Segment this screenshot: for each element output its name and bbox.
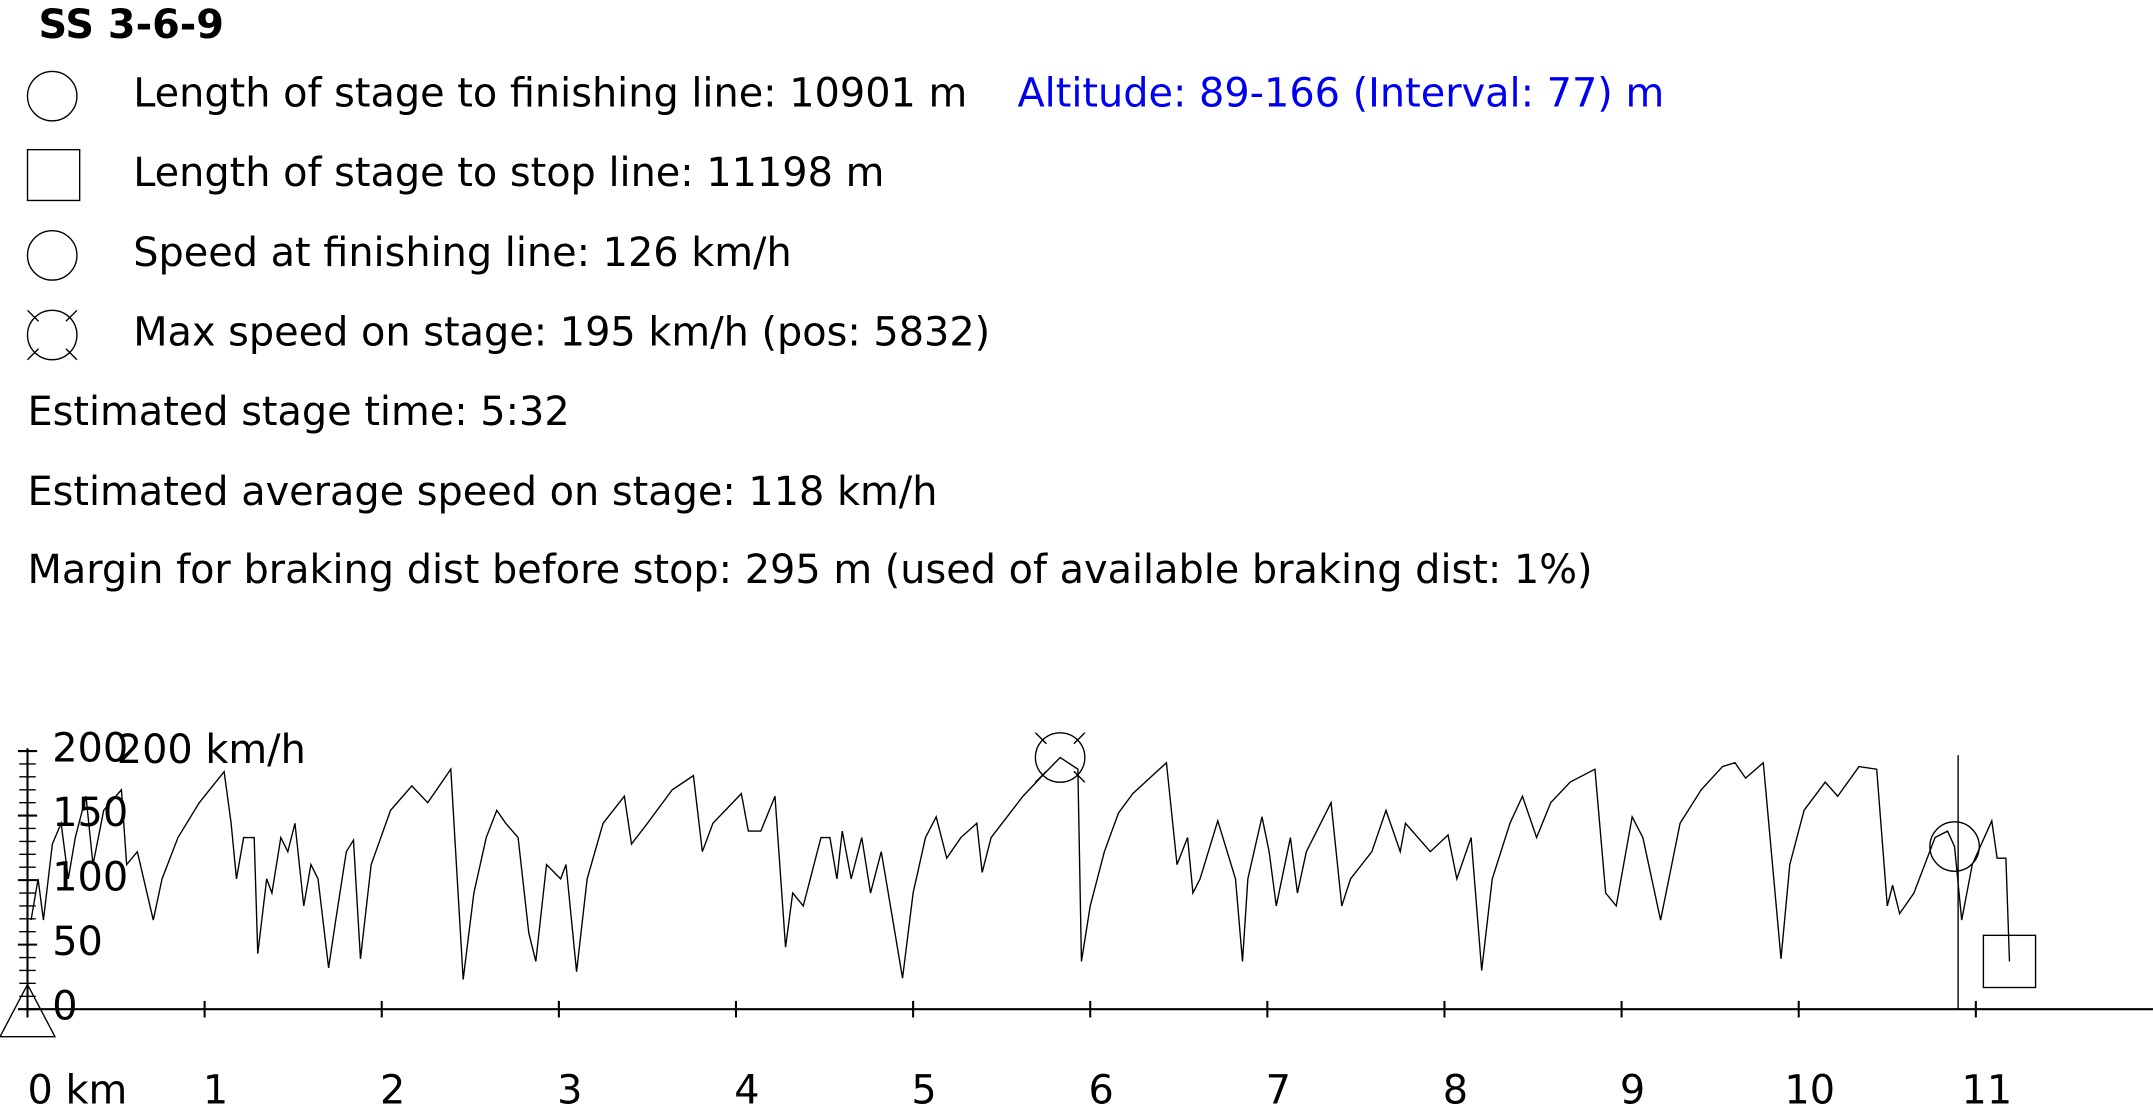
info-line: Max speed on stage: 195 km/h (pos: 5832) (133, 310, 990, 356)
speed-line (30, 756, 2011, 980)
x-tick-label: 10 (1784, 1067, 1835, 1113)
x-tick-label: 7 (1266, 1067, 1291, 1113)
legend-circle-icon (26, 229, 78, 281)
y-tick-label: 50 (52, 919, 103, 965)
x-tick-label: 4 (734, 1067, 759, 1113)
info-line: Estimated stage time: 5:32 (28, 389, 570, 435)
max-marker-cross (1034, 732, 1086, 783)
x-tick-label: 1 (203, 1067, 228, 1113)
chart-title: SS 3-6-9 (38, 2, 224, 48)
info-line: Speed at finishing line: 126 km/h (133, 230, 791, 276)
legend-max-icon (26, 309, 78, 361)
legend-circle-icon (26, 70, 78, 122)
x-tick-label: 2 (380, 1067, 405, 1113)
stop-marker (1982, 934, 2037, 989)
info-line: Length of stage to stop line: 11198 m (133, 150, 884, 196)
legend-square-icon (26, 148, 81, 202)
info-line: Estimated average speed on stage: 118 km… (28, 469, 938, 515)
max-marker (1034, 732, 1086, 783)
start-marker (0, 982, 57, 1038)
x-tick-label: 9 (1620, 1067, 1645, 1113)
y-tick-label: 100 (52, 855, 128, 901)
x-tick-label: 6 (1089, 1067, 1114, 1113)
x-tick-label: 8 (1443, 1067, 1468, 1113)
x-tick-label: 5 (911, 1067, 936, 1113)
info-line: Margin for braking dist before stop: 295… (28, 547, 1593, 593)
info-line: Length of stage to finishing line: 10901… (133, 71, 967, 117)
y-tick-label: 200 (52, 726, 128, 772)
finish-marker (1929, 821, 1980, 872)
x-tick-label: 0 km (28, 1067, 128, 1113)
x-tick-label: 11 (1961, 1067, 2012, 1113)
altitude-note: Altitude: 89-166 (Interval: 77) m (1017, 71, 1664, 117)
x-tick-label: 3 (557, 1067, 582, 1113)
y-tick-label: 150 (52, 790, 128, 836)
y-tick-label: 0 (52, 984, 77, 1030)
y-axis-label: 200 km/h (117, 727, 306, 773)
